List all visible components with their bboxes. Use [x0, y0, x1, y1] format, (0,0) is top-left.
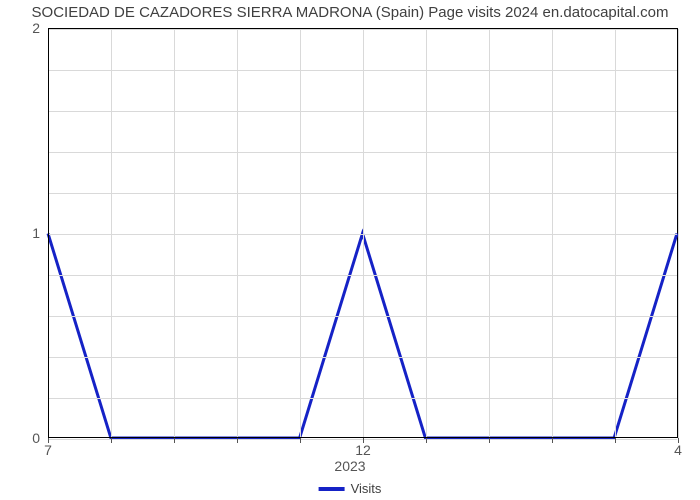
grid-horizontal: [48, 29, 677, 30]
x-tick-mark: [174, 438, 175, 443]
x-axis-sub-label: 2023: [334, 458, 365, 474]
legend-label: Visits: [351, 481, 382, 496]
legend-swatch: [319, 487, 345, 491]
x-tick-label: 7: [44, 442, 52, 458]
grid-horizontal-minor: [48, 193, 677, 194]
x-tick-mark: [300, 438, 301, 443]
y-axis-line: [48, 28, 49, 438]
grid-horizontal-minor: [48, 316, 677, 317]
x-tick-label: 12: [355, 442, 371, 458]
x-tick-mark: [426, 438, 427, 443]
x-tick-mark: [615, 438, 616, 443]
x-tick-mark: [237, 438, 238, 443]
grid-horizontal: [48, 234, 677, 235]
grid-vertical: [678, 29, 679, 438]
x-tick-mark: [489, 438, 490, 443]
x-tick-mark: [552, 438, 553, 443]
legend: Visits: [319, 481, 382, 496]
grid-horizontal-minor: [48, 357, 677, 358]
chart-title: SOCIEDAD DE CAZADORES SIERRA MADRONA (Sp…: [0, 4, 700, 21]
x-tick-label: 4: [674, 442, 682, 458]
grid-horizontal-minor: [48, 111, 677, 112]
grid-horizontal-minor: [48, 70, 677, 71]
grid-horizontal-minor: [48, 275, 677, 276]
plot-area: [48, 28, 678, 438]
x-tick-mark: [111, 438, 112, 443]
grid-horizontal-minor: [48, 398, 677, 399]
grid-horizontal-minor: [48, 152, 677, 153]
chart-container: SOCIEDAD DE CAZADORES SIERRA MADRONA (Sp…: [0, 0, 700, 500]
y-tick-label: 2: [10, 20, 40, 36]
y-tick-label: 1: [10, 225, 40, 241]
y-tick-label: 0: [10, 430, 40, 446]
